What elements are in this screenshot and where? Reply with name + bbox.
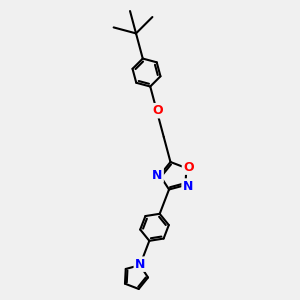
Text: N: N	[183, 179, 193, 193]
Text: O: O	[153, 104, 163, 117]
Text: N: N	[135, 258, 145, 271]
Text: N: N	[152, 169, 163, 182]
Text: O: O	[183, 160, 194, 174]
